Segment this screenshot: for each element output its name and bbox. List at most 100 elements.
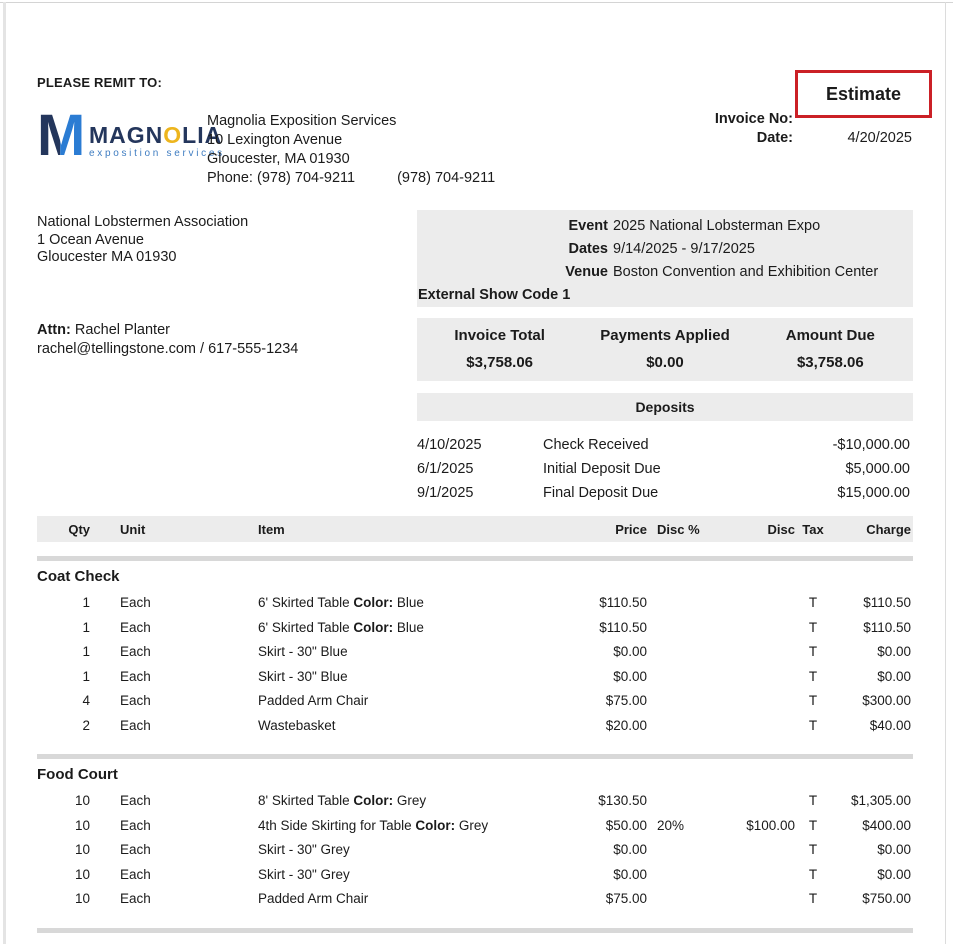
item-tax: T [808,817,818,833]
item-tax: T [808,595,818,610]
summary-column-value: $3,758.06 [466,354,534,371]
item-disc-percent [647,863,707,888]
logo-monogram-dark: M [37,103,86,168]
attn-name: Rachel Planter [74,322,170,338]
company-address-block: Magnolia Exposition Services 10 Lexingto… [207,112,495,188]
bill-to-street: 1 Ocean Avenue [37,231,144,248]
item-qty: 10 [74,891,90,906]
item-qty: 10 [74,793,90,808]
item-charge: $40.00 [869,717,911,733]
phone-number-1: (978) 704-9211 [257,170,356,186]
page-left-border [3,2,6,944]
summary-column-label: Payments Applied [600,327,730,344]
invoice-no-value [793,110,912,129]
external-show-code: External Show Code 1 [417,284,913,307]
item-disc [707,640,795,665]
item-description: 8' Skirted Table Color: Grey [258,793,427,808]
invoice-date-label: Date: [756,130,793,146]
item-tax: T [808,793,818,808]
item-qty: 10 [74,866,90,882]
item-charge: $110.50 [863,595,911,610]
logo-monogram-light: M [37,103,86,168]
item-unit: Each [120,891,151,906]
deposit-description: Initial Deposit Due [543,461,661,477]
item-tax: T [808,693,818,708]
item-description: Skirt - 30" Grey [258,866,350,882]
table-row: 10 Each 8' Skirted Table Color: Grey $130.5… [37,789,913,814]
page-right-border [945,2,946,944]
col-header-unit: Unit [120,521,146,537]
item-price: $0.00 [613,644,647,659]
item-unit: Each [120,842,151,857]
item-unit: Each [120,817,151,833]
logo-wordmark: MAGNOLIA [89,123,225,147]
table-row: 10 Each Skirt - 30" Grey $0.00 T $0.00 [37,863,913,888]
logo-tagline: exposition services [89,148,225,159]
company-phone-line: Phone: (978) 704-9211 (978) 704-9211 [207,169,495,188]
items-table-header: Qty Unit Item Price Disc % Disc Tax Char… [37,516,913,542]
table-row: 10 Each Padded Arm Chair $75.00 T $750.00 [37,887,913,912]
item-disc: $100.00 [746,817,795,833]
item-tax: T [808,891,818,906]
deposit-row: 4/10/2025 Check Received -$10,000.00 [417,433,913,457]
deposits-list: 4/10/2025 Check Received -$10,000.00 6/1/20… [417,433,913,505]
item-qty: 1 [82,619,90,635]
attention-block: Attn: Rachel Planter rachel@tellingstone… [37,321,298,359]
table-row: 1 Each 6' Skirted Table Color: Blue $110.50… [37,591,913,616]
items-section: Food Court 10 Each 8' Skirted Table Color: … [37,754,913,912]
item-disc-percent [647,714,707,739]
item-qty: 1 [82,644,90,659]
col-header-price: Price [615,521,647,537]
deposit-amount: -$10,000.00 [832,437,910,453]
summary-column: Amount Due $3,758.06 [748,318,913,381]
item-color-label: Color: [353,619,394,635]
summary-column-value: $3,758.06 [796,354,864,371]
bill-to-city: Gloucester MA 01930 [37,249,177,265]
deposits-header: Deposits [417,393,913,421]
deposit-description: Check Received [543,437,649,453]
company-street: 10 Lexington Avenue [207,132,343,148]
invoice-meta: Invoice No: Date: 4/20/2025 [715,110,912,148]
event-info-panel: Event 2025 National Lobsterman Expo Dates 9… [417,210,913,307]
item-charge: $0.00 [877,668,911,684]
item-disc [707,665,795,690]
logo-word-part2: LIA [182,122,223,148]
deposit-amount: $15,000.00 [837,485,910,501]
item-charge: $0.00 [877,644,911,659]
table-row: 1 Each Skirt - 30" Blue $0.00 T $0.00 [37,665,913,690]
company-name: Magnolia Exposition Services [207,113,397,129]
item-qty: 4 [82,693,90,708]
item-qty: 2 [82,717,90,733]
col-header-item: Item [258,521,285,537]
summary-column: Invoice Total $3,758.06 [417,318,582,381]
item-description: Padded Arm Chair [258,891,369,906]
item-charge: $110.50 [863,619,911,635]
col-header-disc-pct: Disc % [657,521,700,537]
attention-line: Attn: Rachel Planter [37,321,298,340]
item-disc-percent [647,640,707,665]
logo-word-part1: MAGN [89,122,164,148]
invoice-no-label: Invoice No: [714,111,793,127]
section-title: Food Court [37,766,118,783]
company-logo: M M MAGNOLIA exposition services [37,108,225,164]
item-price: $50.00 [605,817,647,833]
item-tax: T [808,644,818,659]
item-disc [707,714,795,739]
col-header-qty: Qty [68,521,90,537]
item-qty: 1 [82,595,90,610]
item-color-label: Color: [415,817,456,833]
company-city: Gloucester, MA 01930 [207,151,350,167]
item-disc-percent [647,689,707,714]
item-unit: Each [120,619,151,635]
event-info-rows: Event 2025 National Lobsterman Expo Dates 9… [417,215,913,284]
item-unit: Each [120,644,151,659]
item-charge: $400.00 [862,817,911,833]
item-price: $75.00 [605,891,647,906]
item-charge: $0.00 [877,866,911,882]
item-charge: $1,305.00 [850,793,911,808]
item-unit: Each [120,717,151,733]
deposit-row: 9/1/2025 Final Deposit Due $15,000.00 [417,481,913,505]
item-disc [707,616,795,641]
summary-column-value: $0.00 [646,354,684,371]
